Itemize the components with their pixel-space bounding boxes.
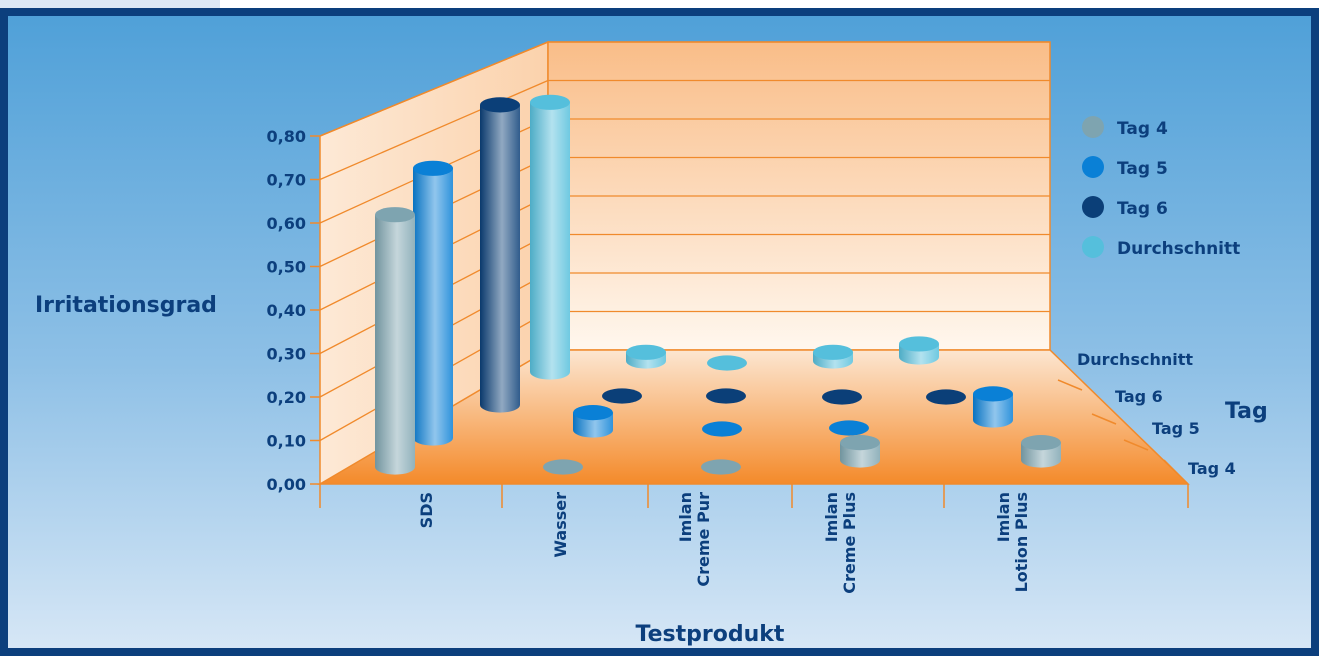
gridline-side	[319, 41, 549, 137]
y-tick-label: 0,50	[267, 258, 306, 277]
bar-top	[707, 355, 747, 371]
bar-top	[375, 207, 415, 223]
legend-swatch	[1082, 116, 1104, 138]
depth-tick-label: Tag 6	[1115, 387, 1163, 406]
bar-top	[543, 459, 583, 475]
x-category-label: Wasser	[551, 492, 570, 558]
bar-1-0	[413, 160, 453, 446]
x-category-label: SDS	[417, 492, 436, 528]
depth-tick-label: Tag 5	[1152, 419, 1200, 438]
depth-axis-title: Tag	[1225, 399, 1268, 424]
bar-2-4	[926, 389, 966, 405]
bar-2-2	[706, 388, 746, 404]
legend-swatch	[1082, 196, 1104, 218]
floor	[317, 349, 1190, 485]
depth-tick-label: Tag 4	[1188, 459, 1236, 478]
y-tick-label: 0,40	[267, 301, 306, 320]
x-category-label: Imlan	[822, 492, 841, 542]
bar-top	[706, 388, 746, 404]
bar-0-2	[701, 459, 741, 475]
bar-3-2	[707, 355, 747, 371]
bar-body	[530, 102, 570, 380]
depth-tick	[1163, 459, 1189, 485]
legend: Tag 4 Tag 5 Tag 6 Durchschnitt	[1082, 116, 1240, 259]
bar-top	[822, 389, 862, 405]
bar-0-0	[375, 207, 415, 475]
x-axis-title: Testprodukt	[636, 622, 785, 647]
bar-top	[701, 459, 741, 475]
bar-body	[480, 104, 520, 413]
legend-label: Tag 5	[1117, 159, 1168, 179]
legend-label: Tag 4	[1117, 119, 1168, 139]
legend-swatch	[1082, 236, 1104, 258]
bar-1-2	[702, 421, 742, 437]
bar-3-1	[626, 344, 666, 369]
depth-tick	[1057, 379, 1083, 391]
bar-top	[413, 160, 453, 176]
bar-0-1	[543, 459, 583, 475]
legend-swatch	[1082, 156, 1104, 178]
y-tick-label: 0,60	[267, 214, 306, 233]
depth-tick-label: Durchschnitt	[1077, 350, 1193, 369]
bar-top	[626, 344, 666, 360]
bar-2-1	[602, 388, 642, 404]
bar-top	[573, 405, 613, 421]
bar-top	[926, 389, 966, 405]
y-tick-label: 0,70	[267, 171, 306, 190]
y-axis-title: Irritationsgrad	[35, 293, 217, 318]
depth-axis: Tag 4 Tag 5 Tag 6 Durchschnitt	[1057, 350, 1236, 485]
y-tick-label: 0,00	[267, 475, 306, 494]
bar-body	[413, 168, 453, 446]
bar-top	[602, 388, 642, 404]
bar-top	[1021, 435, 1061, 451]
bar-0-3	[840, 435, 880, 468]
bar-top	[530, 94, 570, 110]
gridline-side	[319, 79, 549, 181]
bar-1-3	[829, 420, 869, 436]
bar-top	[829, 420, 869, 436]
bar-3-0	[530, 94, 570, 380]
y-tick-label: 0,80	[267, 127, 306, 146]
x-category-label: Creme Plus	[840, 492, 859, 594]
bar-top	[480, 97, 520, 113]
x-category-label: Imlan	[676, 492, 695, 542]
x-axis: SDS Wasser Imlan Creme Pur Imlan Creme Plus Im…	[319, 484, 1189, 594]
x-category-label: Imlan	[994, 492, 1013, 542]
y-axis-ticks: 0,00 0,10 0,20 0,30 0,40 0,50 0,60 0,70 0,80	[267, 127, 320, 494]
bar-3-3	[813, 344, 853, 369]
bar-3-4	[899, 336, 939, 365]
bar-1-4	[973, 386, 1013, 428]
bar-1-1	[573, 405, 613, 438]
legend-label: Tag 6	[1117, 199, 1168, 219]
y-tick-label: 0,30	[267, 345, 306, 364]
bar-top	[702, 421, 742, 437]
bar-top	[840, 435, 880, 451]
bars	[375, 94, 1061, 475]
bar-2-0	[480, 97, 520, 413]
depth-tick	[1091, 413, 1117, 425]
legend-label: Durchschnitt	[1117, 239, 1240, 259]
x-category-label: Creme Pur	[694, 492, 713, 587]
bar-top	[973, 386, 1013, 402]
depth-tick	[1123, 439, 1149, 451]
y-tick-label: 0,20	[267, 388, 306, 407]
bar-2-3	[822, 389, 862, 405]
y-tick-label: 0,10	[267, 432, 306, 451]
bar-body	[973, 393, 1013, 428]
bar-top	[813, 344, 853, 360]
bar-body	[375, 214, 415, 475]
bar-top	[899, 336, 939, 352]
x-category-label: Lotion Plus	[1012, 492, 1031, 592]
bar-0-4	[1021, 435, 1061, 468]
